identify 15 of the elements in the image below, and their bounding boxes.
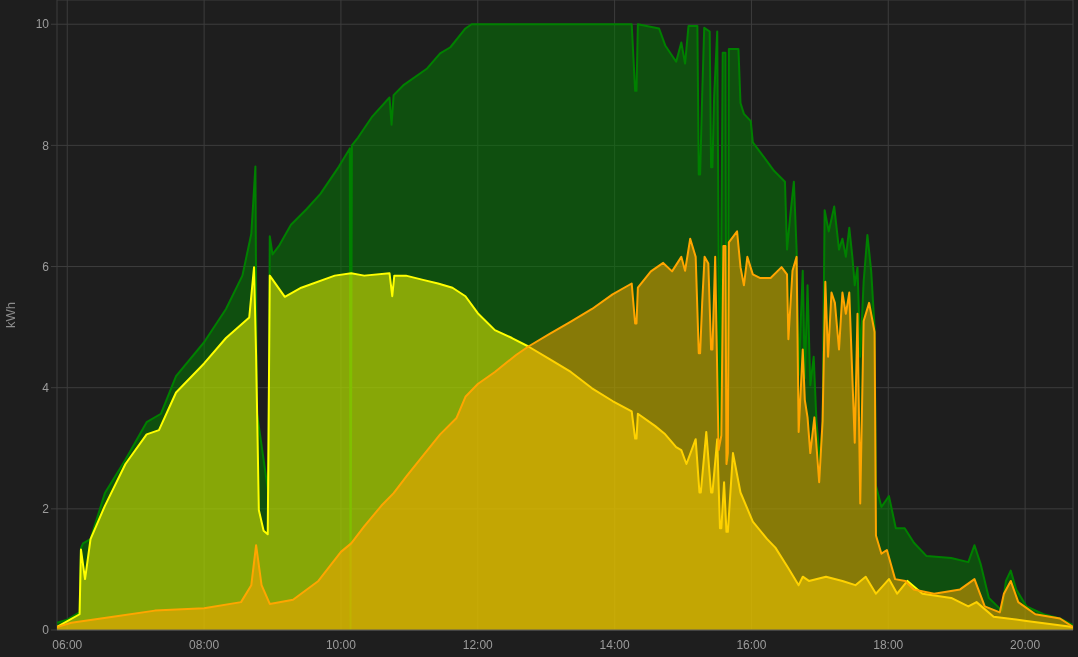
y-tick-label: 10 (35, 17, 50, 32)
x-tick-label: 18:00 (873, 637, 904, 652)
y-axis-title: kWh (2, 302, 18, 328)
x-tick-label: 08:00 (189, 637, 220, 652)
x-tick-label: 06:00 (52, 637, 83, 652)
y-tick-label: 6 (42, 259, 50, 274)
x-tick-label: 20:00 (1010, 637, 1041, 652)
y-tick-label: 0 (42, 623, 50, 638)
x-tick-label: 14:00 (599, 637, 630, 652)
y-tick-label: 8 (42, 138, 50, 153)
y-tick-label: 4 (42, 380, 50, 395)
x-tick-label: 10:00 (325, 637, 357, 652)
x-tick-label: 12:00 (462, 637, 494, 652)
x-tick-label: 16:00 (736, 637, 767, 652)
y-tick-label: 2 (42, 502, 50, 517)
